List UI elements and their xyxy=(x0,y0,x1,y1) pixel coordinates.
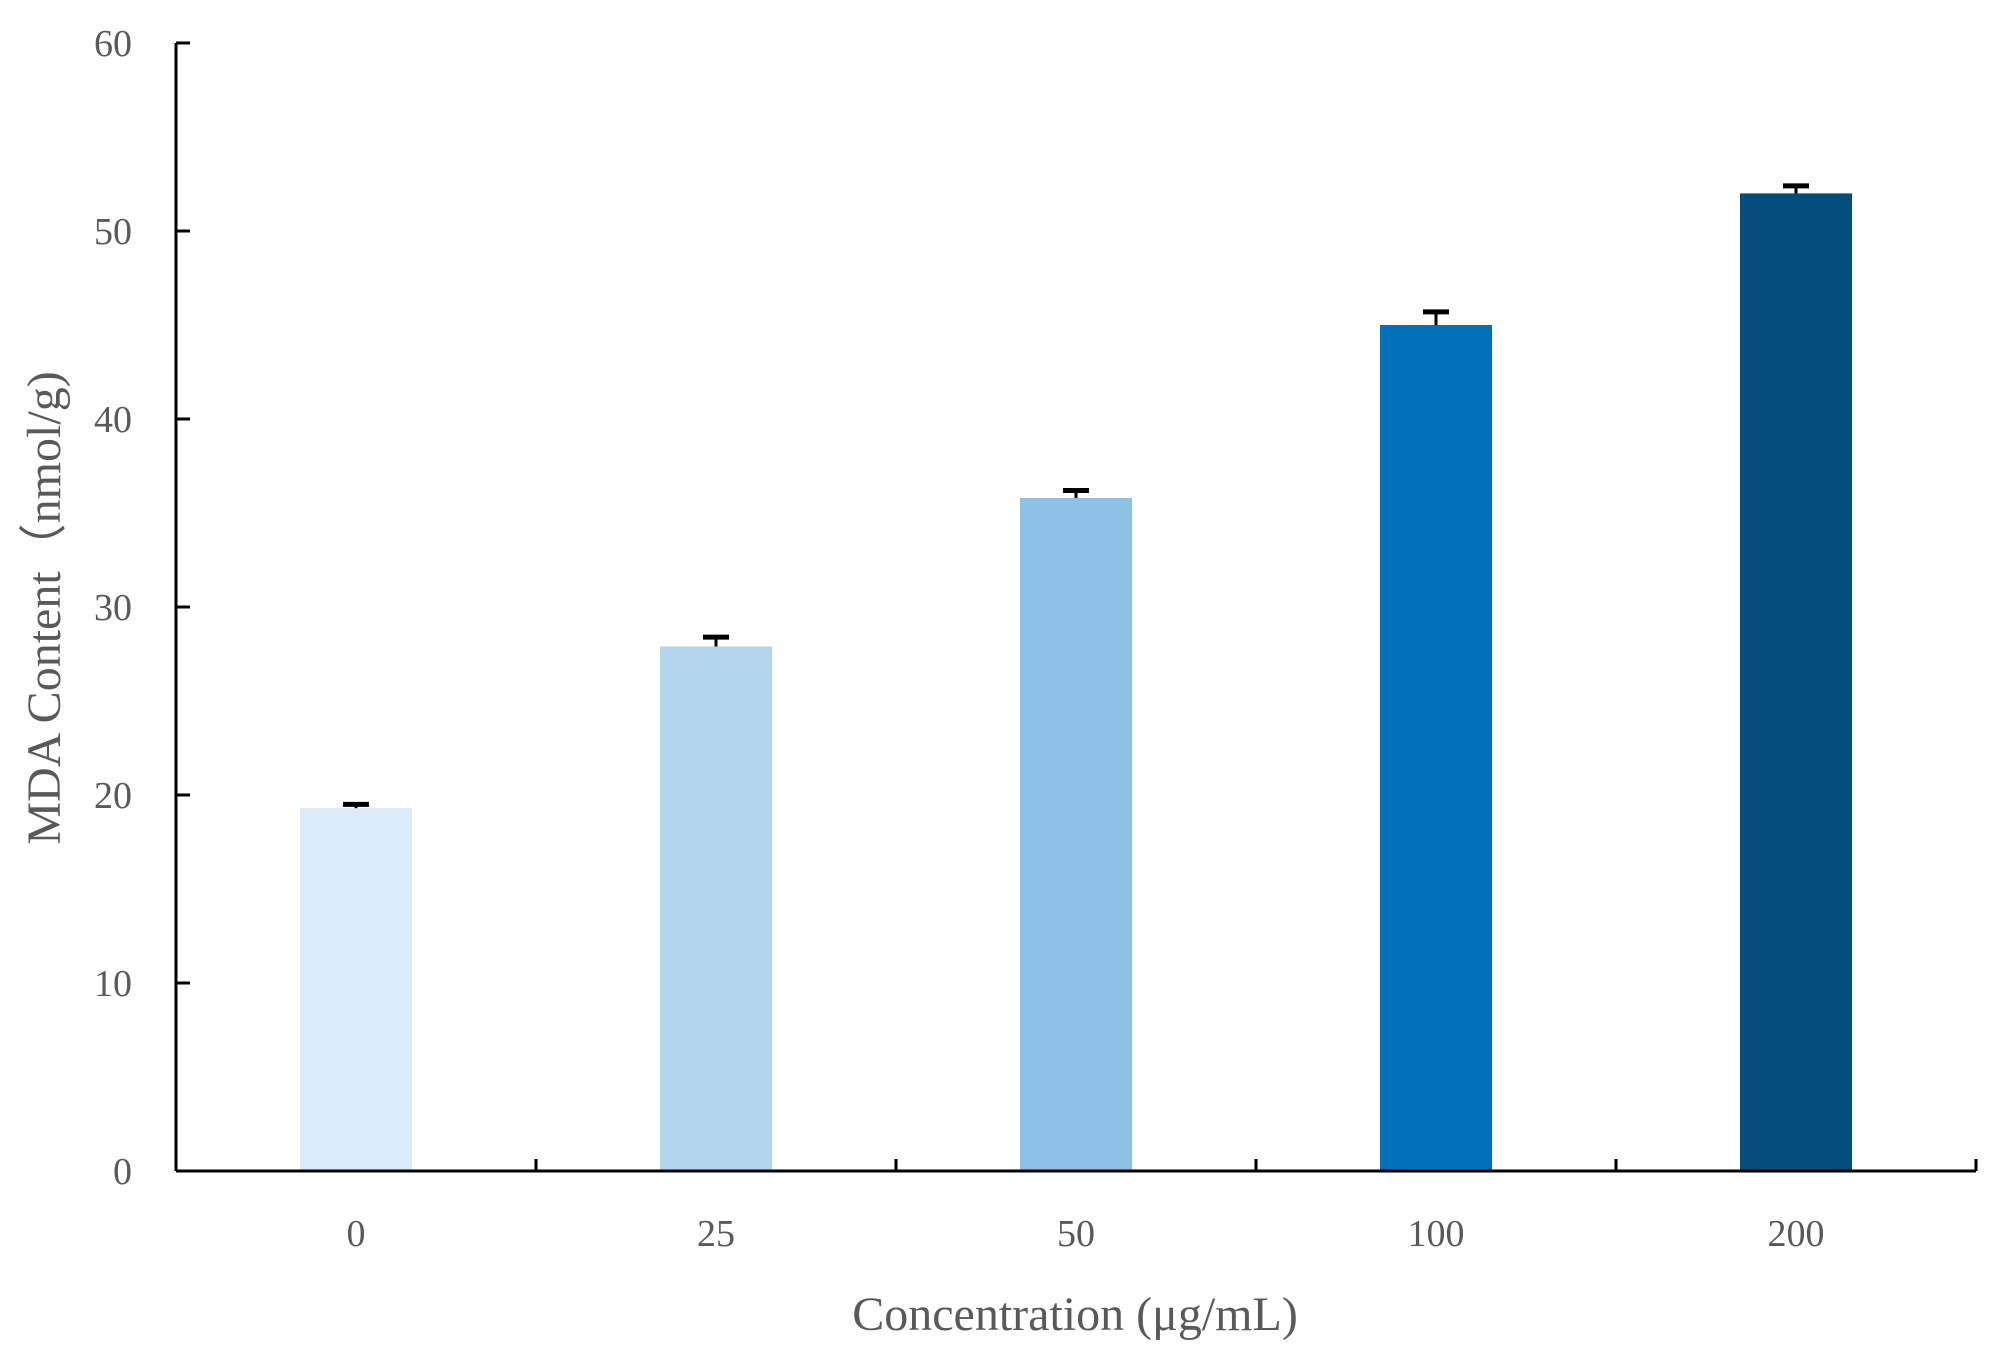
y-tick-label: 0 xyxy=(113,1151,132,1193)
bar xyxy=(1020,497,1132,1172)
y-tick-label: 60 xyxy=(94,23,132,65)
y-axis-title: MDA Content（nmol/g) xyxy=(18,371,71,844)
x-tick-label: 100 xyxy=(1408,1213,1465,1255)
x-axis-title: Concentration (μg/mL) xyxy=(852,1288,1298,1341)
y-tick-label: 10 xyxy=(94,963,132,1005)
bar xyxy=(300,808,412,1171)
x-tick-label: 200 xyxy=(1768,1213,1825,1255)
x-tick-label: 0 xyxy=(347,1213,366,1255)
y-tick-label: 20 xyxy=(94,775,132,817)
axes-group xyxy=(174,41,1978,1173)
x-tick-labels: 0 25 50 100 200 xyxy=(347,1213,1825,1255)
y-tick-label: 40 xyxy=(94,399,132,441)
bar xyxy=(660,646,772,1171)
x-tick-label: 50 xyxy=(1057,1213,1095,1255)
bars-group xyxy=(300,193,1852,1172)
y-tick-label: 30 xyxy=(94,587,132,629)
bar xyxy=(1740,193,1852,1171)
error-bars-group xyxy=(343,183,1809,809)
x-tick-label: 25 xyxy=(697,1213,735,1255)
y-tick-label: 50 xyxy=(94,211,132,253)
y-tick-labels: 0 10 20 30 40 50 60 xyxy=(94,23,132,1193)
bar xyxy=(1380,325,1492,1171)
